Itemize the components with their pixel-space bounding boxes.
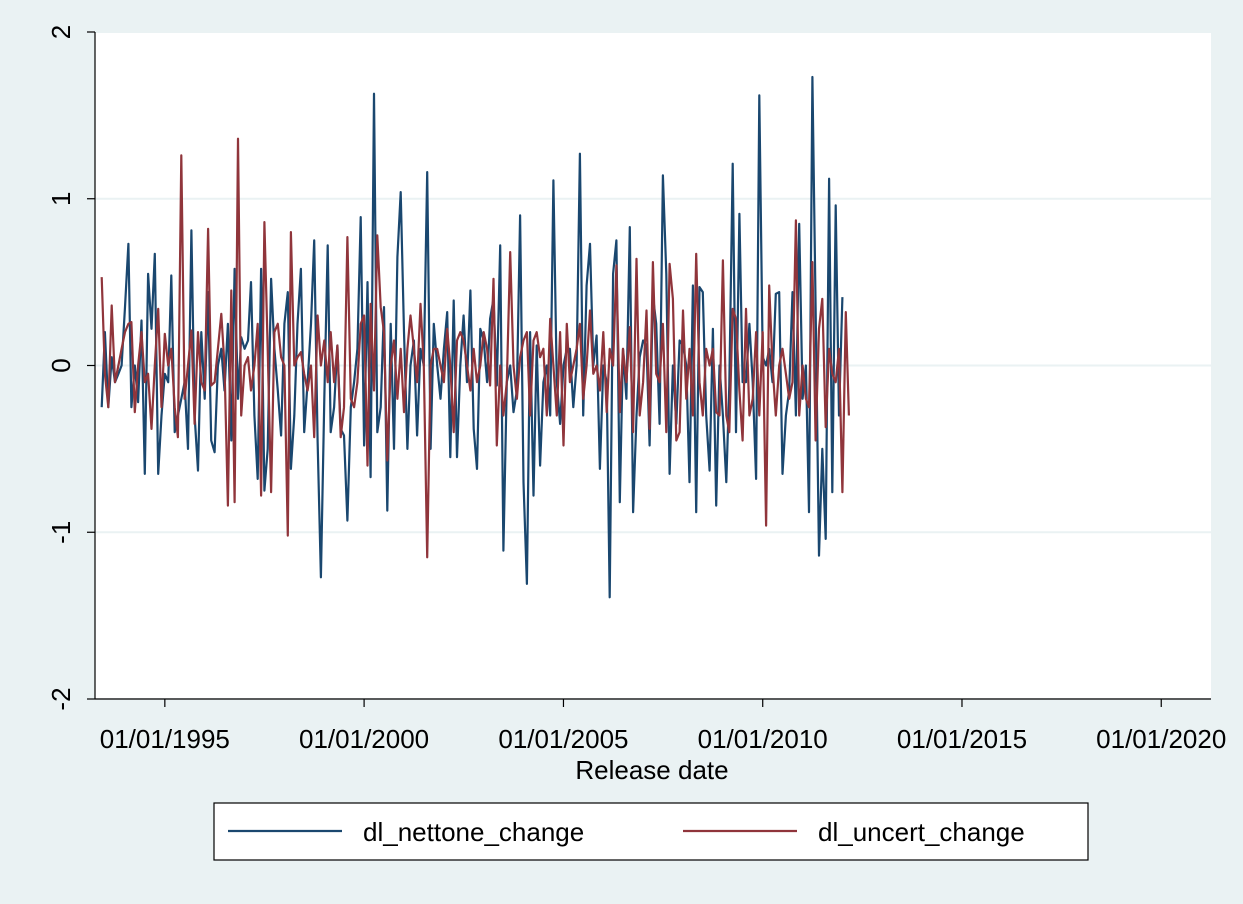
y-tick-label: -1 (46, 521, 76, 544)
y-tick-label: 0 (46, 358, 76, 372)
series-lines (100, 75, 850, 599)
legend: dl_nettone_change dl_uncert_change (213, 802, 1089, 861)
x-axis-title: Release date (575, 755, 728, 785)
series-line-dl-uncert-change (100, 137, 850, 559)
y-tick-label: 1 (46, 192, 76, 206)
x-tick-label: 01/01/1995 (100, 724, 230, 754)
x-tick-label: 01/01/2015 (897, 724, 1027, 754)
x-tick-label: 01/01/2000 (299, 724, 429, 754)
legend-label-dl-uncert-change: dl_uncert_change (818, 817, 1025, 847)
legend-box (213, 802, 1089, 861)
y-tick-label: -2 (46, 687, 76, 710)
x-tick-label: 01/01/2020 (1096, 724, 1226, 754)
y-tick-label: 2 (46, 25, 76, 39)
legend-label-dl-nettone-change: dl_nettone_change (363, 817, 584, 847)
x-tick-label: 01/01/2010 (698, 724, 828, 754)
x-axis: 01/01/1995 01/01/2000 01/01/2005 01/01/2010… (100, 699, 1226, 754)
y-axis: -2 -1 0 1 2 (46, 25, 95, 711)
x-tick-label: 01/01/2005 (498, 724, 628, 754)
